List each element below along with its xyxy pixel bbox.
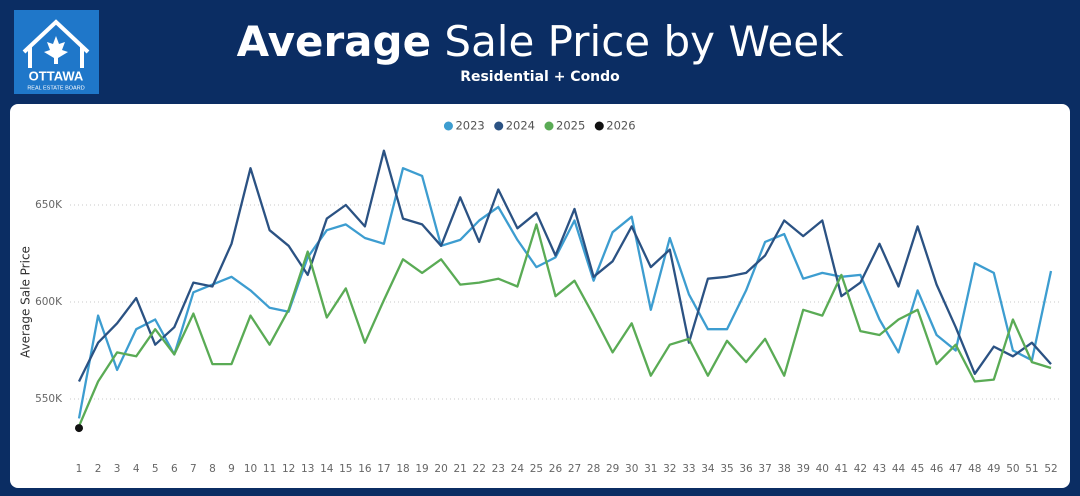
series-line bbox=[77, 223, 1052, 427]
x-tick-label: 20 bbox=[434, 463, 447, 475]
x-tick-label: 46 bbox=[930, 463, 944, 475]
x-tick-label: 16 bbox=[358, 463, 372, 475]
x-tick-label: 34 bbox=[701, 463, 715, 475]
legend-marker bbox=[594, 121, 604, 131]
legend-label: 2026 bbox=[606, 119, 635, 133]
x-tick-label: 4 bbox=[133, 463, 140, 475]
x-tick-label: 23 bbox=[492, 463, 505, 475]
x-tick-label: 41 bbox=[835, 463, 848, 475]
x-tick-label: 29 bbox=[606, 463, 619, 475]
x-tick-label: 22 bbox=[473, 463, 486, 475]
x-tick-label: 35 bbox=[720, 463, 733, 475]
chart-subtitle: Residential + Condo bbox=[460, 69, 620, 85]
series-line bbox=[77, 149, 1052, 383]
logo-leaf bbox=[44, 36, 68, 64]
x-tick-label: 18 bbox=[396, 463, 409, 475]
series-line bbox=[77, 167, 1053, 419]
x-tick-label: 15 bbox=[339, 463, 352, 475]
legend-marker bbox=[443, 121, 453, 131]
x-tick-label: 12 bbox=[282, 463, 295, 475]
x-tick-label: 26 bbox=[549, 463, 563, 475]
x-tick-label: 33 bbox=[682, 463, 695, 475]
x-tick-label: 36 bbox=[739, 463, 753, 475]
x-tick-label: 25 bbox=[530, 463, 543, 475]
x-tick-label: 32 bbox=[663, 463, 676, 475]
logo-name: OTTAWA bbox=[29, 68, 84, 83]
x-tick-label: 39 bbox=[797, 463, 810, 475]
chart-card bbox=[10, 104, 1070, 488]
x-tick-label: 10 bbox=[244, 463, 257, 475]
x-tick-label: 1 bbox=[76, 463, 83, 475]
x-tick-label: 40 bbox=[816, 463, 829, 475]
x-tick-label: 43 bbox=[873, 463, 886, 475]
legend-marker bbox=[544, 121, 554, 131]
legend-marker bbox=[494, 121, 504, 131]
x-tick-label: 8 bbox=[209, 463, 216, 475]
x-tick-label: 5 bbox=[152, 463, 159, 475]
x-tick-label: 47 bbox=[949, 463, 962, 475]
y-tick-label: 650K bbox=[35, 199, 63, 211]
logo-tagline: REAL ESTATE BOARD bbox=[27, 85, 84, 91]
x-tick-label: 37 bbox=[758, 463, 771, 475]
x-tick-label: 27 bbox=[568, 463, 581, 475]
x-tick-label: 6 bbox=[171, 463, 178, 475]
legend-label: 2024 bbox=[506, 119, 535, 133]
logo-house bbox=[22, 19, 90, 68]
x-tick-label: 17 bbox=[377, 463, 390, 475]
x-tick-label: 52 bbox=[1044, 463, 1057, 475]
x-tick-label: 42 bbox=[854, 463, 867, 475]
x-tick-label: 7 bbox=[190, 463, 197, 475]
x-tick-label: 38 bbox=[777, 463, 790, 475]
legend-label: 2023 bbox=[455, 119, 484, 133]
x-tick-label: 14 bbox=[320, 463, 334, 475]
x-tick-label: 48 bbox=[968, 463, 981, 475]
x-tick-label: 49 bbox=[987, 463, 1000, 475]
x-tick-label: 28 bbox=[587, 463, 600, 475]
x-tick-label: 31 bbox=[644, 463, 657, 475]
x-tick-label: 30 bbox=[625, 463, 638, 475]
x-tick-label: 45 bbox=[911, 463, 924, 475]
x-tick-label: 13 bbox=[301, 463, 314, 475]
point bbox=[75, 424, 83, 433]
x-tick-label: 44 bbox=[892, 463, 906, 475]
x-tick-label: 3 bbox=[114, 463, 121, 475]
x-tick-label: 11 bbox=[263, 463, 276, 475]
chart-title: Average Sale Price by Week bbox=[237, 17, 845, 66]
x-tick-label: 24 bbox=[511, 463, 525, 475]
legend-label: 2025 bbox=[556, 119, 585, 133]
x-tick-label: 2 bbox=[95, 463, 102, 475]
x-tick-label: 19 bbox=[415, 463, 428, 475]
y-tick-label: 600K bbox=[35, 296, 63, 308]
legend: 2023 2024 2025 2026 bbox=[443, 119, 636, 133]
x-tick-label: 9 bbox=[228, 463, 235, 475]
y-tick-label: 550K bbox=[35, 393, 63, 405]
y-axis-label: Average Sale Price bbox=[19, 246, 33, 358]
x-tick-label: 21 bbox=[453, 463, 466, 475]
x-tick-label: 50 bbox=[1006, 463, 1019, 475]
x-tick-label: 51 bbox=[1025, 463, 1038, 475]
logo: OTTAWA REAL ESTATE BOARD bbox=[14, 10, 99, 94]
